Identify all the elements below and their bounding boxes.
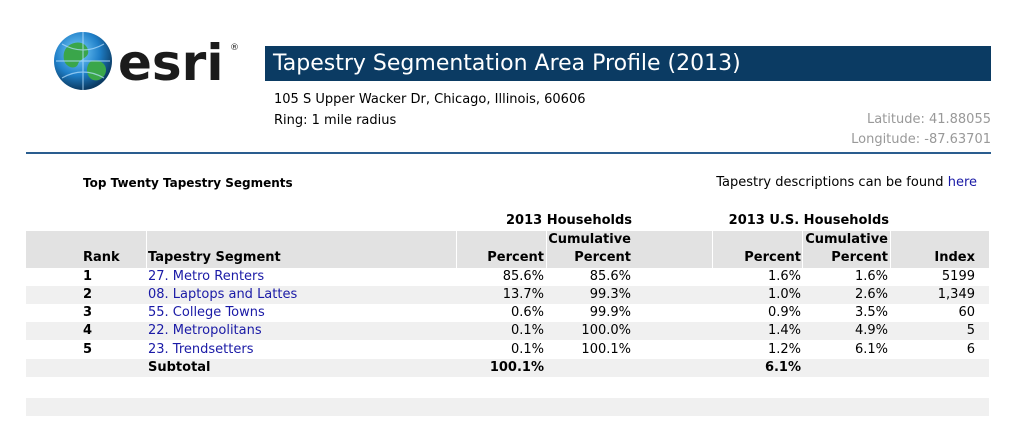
- rank-cell: 2: [83, 287, 93, 302]
- column-header-us-percent: Percent: [744, 250, 801, 265]
- percent-cell: 0.1%: [510, 342, 544, 357]
- esri-logo: esri ®: [52, 28, 242, 94]
- percent-cell: 0.1%: [510, 323, 544, 338]
- subtotal-percent: 100.1%: [489, 360, 544, 375]
- longitude-text: Longitude: -87.63701: [851, 132, 991, 147]
- table-row: 4 22. Metropolitans 0.1% 100.0% 1.4% 4.9…: [26, 322, 989, 340]
- address-text: 105 S Upper Wacker Dr, Chicago, Illinois…: [274, 92, 586, 107]
- column-header-us-cumulative-percent: Percent: [831, 250, 888, 265]
- rank-cell: 4: [83, 323, 93, 338]
- cumulative-label-2: Cumulative: [805, 232, 888, 247]
- segment-link[interactable]: 23. Trendsetters: [148, 342, 254, 357]
- group-header-2013-households: 2013 Households: [505, 213, 632, 228]
- us-cumulative-cell: 1.6%: [854, 269, 888, 284]
- section-title: Top Twenty Tapestry Segments: [83, 176, 293, 190]
- percent-cell: 13.7%: [502, 287, 544, 302]
- index-cell: 5: [966, 323, 975, 338]
- column-header-cumulative-percent: Percent: [574, 250, 631, 265]
- us-cumulative-cell: 6.1%: [854, 342, 888, 357]
- us-cumulative-cell: 3.5%: [854, 305, 888, 320]
- table-row: 5 23. Trendsetters 0.1% 100.1% 1.2% 6.1%…: [26, 341, 989, 359]
- cumulative-cell: 99.9%: [589, 305, 631, 320]
- cumulative-cell: 100.0%: [581, 323, 631, 338]
- table-footer-band: [26, 398, 989, 416]
- cumulative-cell: 85.6%: [589, 269, 631, 284]
- wordmark: esri: [118, 34, 223, 92]
- column-header-segment: Tapestry Segment: [148, 250, 281, 265]
- header-divider: [26, 152, 991, 154]
- page-title: Tapestry Segmentation Area Profile (2013…: [265, 46, 991, 81]
- cumulative-cell: 100.1%: [581, 342, 631, 357]
- us-percent-cell: 0.9%: [767, 305, 801, 320]
- column-header-rank: Rank: [83, 250, 120, 265]
- table-row: 2 08. Laptops and Lattes 13.7% 99.3% 1.0…: [26, 286, 989, 304]
- segment-link[interactable]: 27. Metro Renters: [148, 269, 265, 284]
- here-link[interactable]: here: [947, 175, 977, 190]
- cumulative-label-1: Cumulative: [548, 232, 631, 247]
- group-header-us-households: 2013 U.S. Households: [728, 213, 889, 228]
- percent-cell: 0.6%: [510, 305, 544, 320]
- rank-cell: 1: [83, 269, 93, 284]
- us-percent-cell: 1.4%: [767, 323, 801, 338]
- subtotal-us-percent: 6.1%: [764, 360, 801, 375]
- percent-cell: 85.6%: [502, 269, 544, 284]
- segment-link[interactable]: 08. Laptops and Lattes: [148, 287, 298, 302]
- us-cumulative-cell: 2.6%: [854, 287, 888, 302]
- globe-icon: esri ®: [54, 32, 239, 92]
- index-cell: 1,349: [937, 287, 975, 302]
- column-header-index: Index: [934, 250, 975, 265]
- us-percent-cell: 1.0%: [767, 287, 801, 302]
- us-percent-cell: 1.2%: [767, 342, 801, 357]
- rank-cell: 3: [83, 305, 93, 320]
- index-cell: 5199: [941, 269, 975, 284]
- subtotal-row: Subtotal 100.1% 6.1%: [26, 359, 989, 377]
- tapestry-description-note: Tapestry descriptions can be found here: [716, 175, 977, 190]
- column-header-percent: Percent: [487, 250, 544, 265]
- segment-link[interactable]: 55. College Towns: [148, 305, 265, 320]
- table-row: 3 55. College Towns 0.6% 99.9% 0.9% 3.5%…: [26, 304, 989, 322]
- us-percent-cell: 1.6%: [767, 269, 801, 284]
- index-cell: 6: [966, 342, 975, 357]
- svg-text:®: ®: [230, 43, 239, 53]
- rank-cell: 5: [83, 342, 93, 357]
- latitude-text: Latitude: 41.88055: [866, 112, 991, 127]
- index-cell: 60: [958, 305, 975, 320]
- segment-link[interactable]: 22. Metropolitans: [148, 323, 262, 338]
- us-cumulative-cell: 4.9%: [854, 323, 888, 338]
- table-row: 1 27. Metro Renters 85.6% 85.6% 1.6% 1.6…: [26, 268, 989, 286]
- ring-text: Ring: 1 mile radius: [274, 113, 397, 128]
- subtotal-label: Subtotal: [148, 360, 211, 375]
- cumulative-cell: 99.3%: [589, 287, 631, 302]
- table-header: Cumulative Cumulative Rank Tapestry Segm…: [26, 231, 989, 268]
